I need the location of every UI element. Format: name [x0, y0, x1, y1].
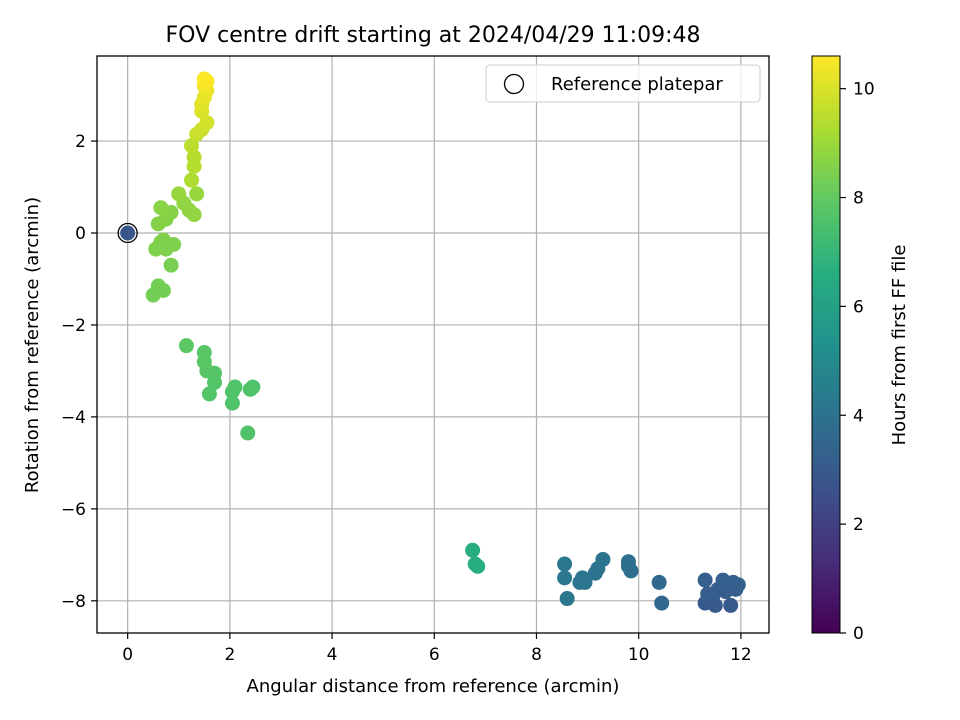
plot-frame	[96, 55, 770, 634]
data-point	[227, 379, 243, 395]
y-axis-label: Rotation from reference (arcmin)	[22, 197, 43, 493]
x-tick-label: 0	[122, 645, 133, 665]
chart-title: FOV centre drift starting at 2024/04/29 …	[166, 23, 701, 48]
x-tick-label: 12	[730, 645, 752, 665]
data-point	[178, 338, 194, 354]
data-point	[186, 149, 202, 165]
data-point	[153, 200, 169, 216]
y-axis-ticks: −8 −6 −4 −2 0 2	[61, 132, 97, 612]
data-point	[155, 232, 171, 248]
legend: Reference platepar	[485, 64, 761, 103]
data-point	[224, 395, 240, 411]
colorbar-tick-label: 8	[853, 189, 864, 209]
data-point	[697, 572, 713, 588]
reference-point-ring	[117, 222, 138, 244]
data-point	[196, 345, 212, 361]
colorbar-gradient	[811, 55, 841, 634]
x-axis-ticks: 0 2 4 6 8 10 12	[122, 633, 752, 665]
y-tick-label: −8	[61, 592, 86, 612]
data-point	[199, 115, 215, 131]
y-tick-label: 0	[75, 224, 86, 244]
data-point	[150, 278, 166, 294]
colorbar: 0 2 4 6 8 10 Hours from first FF file	[811, 55, 910, 644]
y-tick-label: 2	[75, 132, 86, 152]
x-axis-label: Angular distance from reference (arcmin)	[247, 676, 620, 697]
data-point	[196, 71, 212, 87]
colorbar-tick-label: 4	[853, 406, 864, 426]
data-point	[184, 138, 200, 154]
data-point	[171, 186, 187, 202]
data-point	[201, 386, 217, 402]
data-point	[245, 379, 261, 395]
data-point	[725, 574, 741, 590]
grid-lines	[97, 56, 769, 633]
data-point	[470, 558, 486, 574]
colorbar-ticks: 0 2 4 6 8 10	[840, 80, 875, 644]
colorbar-tick-label: 0	[853, 624, 864, 644]
colorbar-tick-label: 10	[853, 80, 875, 100]
x-tick-label: 2	[224, 645, 235, 665]
data-point	[705, 588, 721, 604]
data-point	[184, 172, 200, 188]
x-tick-label: 8	[531, 645, 542, 665]
colorbar-tick-label: 2	[853, 515, 864, 535]
data-point	[557, 570, 573, 586]
data-point	[723, 597, 739, 613]
legend-marker-reference	[503, 73, 525, 95]
colorbar-tick-label: 6	[853, 297, 864, 317]
y-tick-label: −2	[61, 316, 86, 336]
data-points	[117, 71, 746, 613]
data-point	[654, 595, 670, 611]
data-point	[572, 574, 588, 590]
x-tick-label: 4	[327, 645, 338, 665]
y-tick-label: −6	[61, 500, 86, 520]
data-point	[189, 186, 205, 202]
data-point	[651, 574, 667, 590]
colorbar-label: Hours from first FF file	[889, 245, 910, 446]
data-point	[240, 425, 256, 441]
reference-point-fill	[120, 225, 136, 241]
legend-box	[485, 64, 761, 103]
data-point	[465, 542, 481, 558]
legend-entry-reference: Reference platepar	[551, 74, 723, 95]
x-tick-label: 10	[628, 645, 650, 665]
data-point	[557, 556, 573, 572]
x-tick-label: 6	[429, 645, 440, 665]
data-point	[587, 565, 603, 581]
data-point	[163, 257, 179, 273]
data-point	[559, 591, 575, 607]
y-tick-label: −4	[61, 408, 86, 428]
data-point	[620, 558, 636, 574]
